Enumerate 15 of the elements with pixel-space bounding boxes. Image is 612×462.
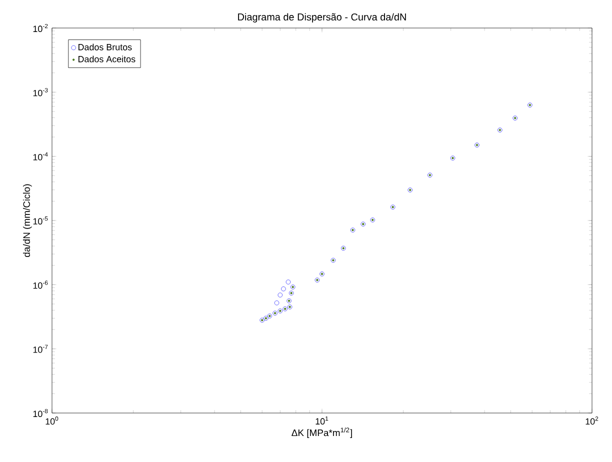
y-tick-label: 10$^{-5}$ [33,216,48,225]
y-tick-label: 10$^{-8}$ [33,408,48,418]
legend-label: Dados Aceitos [78,56,136,62]
y-tick-label: 10$^{-2}$ [33,24,48,32]
y-tick-label: 10$^{-7}$ [33,344,48,353]
x-tick-label: 10$^{2}$ [586,416,598,425]
y-axis-title: da/dN (mm/Ciclo) [23,184,32,257]
y-tick-label: 10$^{-4}$ [33,152,48,160]
x-tick-label: 10$^{0}$ [46,416,58,425]
chart-title: Diagrama de Dispersão - Curva da/dN [238,13,406,22]
y-tick-label: 10$^{-6}$ [33,280,48,289]
legend-label: Dados Brutos [78,44,132,50]
y-tick-label: 10$^{-3}$ [33,88,48,96]
x-axis-title: ΔK [MPa*m$^{1/2}$] [292,427,352,438]
x-tick-label: 10$^{1}$ [316,416,328,425]
